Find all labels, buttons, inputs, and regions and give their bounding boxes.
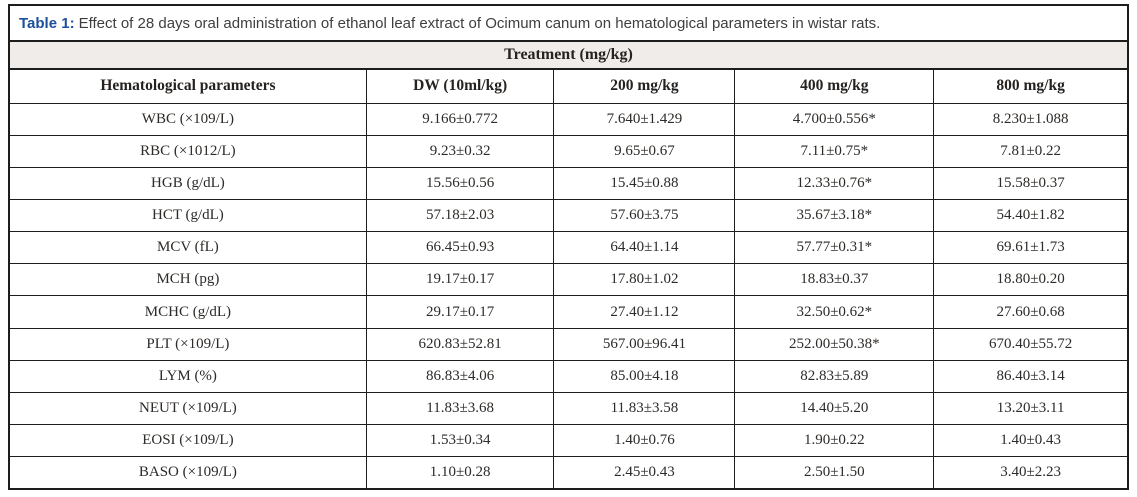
value-cell: 4.700±0.556* (734, 102, 935, 136)
value-cell: 3.40±2.23 (933, 456, 1127, 488)
data-table: Hematological parameters DW (10ml/kg) 20… (10, 70, 1127, 488)
treatment-header: Treatment (mg/kg) (10, 42, 1127, 70)
value-cell: 66.45±0.93 (365, 231, 555, 265)
value-cell: 32.50±0.62* (734, 295, 935, 329)
value-cell: 82.83±5.89 (734, 359, 935, 393)
table-row: BASO (×109/L) 1.10±0.28 2.45±0.43 2.50±1.50… (10, 456, 1127, 488)
value-cell: 8.230±1.088 (933, 102, 1127, 136)
parameter-cell: EOSI (×109/L) (10, 424, 367, 458)
table-row: WBC (×109/L) 9.166±0.772 7.640±1.429 4.700±… (10, 102, 1127, 136)
value-cell: 9.166±0.772 (365, 102, 555, 136)
value-cell: 15.56±0.56 (365, 166, 555, 200)
value-cell: 7.11±0.75* (734, 134, 935, 168)
value-cell: 57.77±0.31* (734, 231, 935, 265)
parameter-cell: LYM (%) (10, 359, 367, 393)
parameter-cell: BASO (×109/L) (10, 456, 367, 488)
table-row: HGB (g/dL) 15.56±0.56 15.45±0.88 12.33±0.76… (10, 166, 1127, 200)
column-header-row: Hematological parameters DW (10ml/kg) 20… (10, 70, 1127, 104)
parameter-cell: PLT (×109/L) (10, 327, 367, 361)
parameter-cell: MCH (pg) (10, 263, 367, 297)
value-cell: 27.40±1.12 (553, 295, 736, 329)
parameter-cell: NEUT (×109/L) (10, 391, 367, 426)
hematology-table: Table 1: Effect of 28 days oral administ… (8, 4, 1129, 490)
value-cell: 69.61±1.73 (933, 231, 1127, 265)
table-caption: Table 1: Effect of 28 days oral administ… (10, 6, 1127, 42)
table-body: WBC (×109/L) 9.166±0.772 7.640±1.429 4.700±… (10, 102, 1127, 488)
value-cell: 2.50±1.50 (734, 456, 935, 488)
table-row: LYM (%) 86.83±4.06 85.00±4.18 82.83±5.89 86.… (10, 359, 1127, 393)
column-header-800: 800 mg/kg (933, 70, 1127, 104)
value-cell: 7.81±0.22 (933, 134, 1127, 168)
value-cell: 11.83±3.68 (365, 391, 555, 426)
value-cell: 12.33±0.76* (734, 166, 935, 200)
value-cell: 1.40±0.76 (553, 424, 736, 458)
table-row: MCHC (g/dL) 29.17±0.17 27.40±1.12 32.50±0.6… (10, 295, 1127, 329)
table-row: NEUT (×109/L) 11.83±3.68 11.83±3.58 14.40±5… (10, 391, 1127, 426)
value-cell: 15.58±0.37 (933, 166, 1127, 200)
value-cell: 18.83±0.37 (734, 263, 935, 297)
value-cell: 54.40±1.82 (933, 198, 1127, 233)
parameter-cell: WBC (×109/L) (10, 102, 367, 136)
value-cell: 9.65±0.67 (553, 134, 736, 168)
value-cell: 86.83±4.06 (365, 359, 555, 393)
table-row: MCH (pg) 19.17±0.17 17.80±1.02 18.83±0.37 18… (10, 263, 1127, 297)
value-cell: 14.40±5.20 (734, 391, 935, 426)
value-cell: 15.45±0.88 (553, 166, 736, 200)
table-row: PLT (×109/L) 620.83±52.81 567.00±96.41 252.… (10, 327, 1127, 361)
table-caption-label: Table 1: (19, 14, 75, 32)
value-cell: 17.80±1.02 (553, 263, 736, 297)
value-cell: 7.640±1.429 (553, 102, 736, 136)
value-cell: 670.40±55.72 (933, 327, 1127, 361)
value-cell: 567.00±96.41 (553, 327, 736, 361)
parameter-cell: MCHC (g/dL) (10, 295, 367, 329)
column-header-parameters: Hematological parameters (10, 70, 367, 104)
value-cell: 18.80±0.20 (933, 263, 1127, 297)
value-cell: 11.83±3.58 (553, 391, 736, 426)
value-cell: 1.10±0.28 (365, 456, 555, 488)
value-cell: 85.00±4.18 (553, 359, 736, 393)
value-cell: 252.00±50.38* (734, 327, 935, 361)
table-row: MCV (fL) 66.45±0.93 64.40±1.14 57.77±0.31* 6… (10, 231, 1127, 265)
table-caption-text: Effect of 28 days oral administration of… (78, 14, 881, 32)
value-cell: 19.17±0.17 (365, 263, 555, 297)
value-cell: 35.67±3.18* (734, 198, 935, 233)
value-cell: 29.17±0.17 (365, 295, 555, 329)
value-cell: 1.90±0.22 (734, 424, 935, 458)
parameter-cell: MCV (fL) (10, 231, 367, 265)
value-cell: 1.53±0.34 (365, 424, 555, 458)
parameter-cell: HCT (g/dL) (10, 198, 367, 233)
value-cell: 2.45±0.43 (553, 456, 736, 488)
value-cell: 13.20±3.11 (933, 391, 1127, 426)
parameter-cell: RBC (×1012/L) (10, 134, 367, 168)
table-row: RBC (×1012/L) 9.23±0.32 9.65±0.67 7.11±0.75… (10, 134, 1127, 168)
table-row: EOSI (×109/L) 1.53±0.34 1.40±0.76 1.90±0.22… (10, 424, 1127, 458)
value-cell: 1.40±0.43 (933, 424, 1127, 458)
value-cell: 64.40±1.14 (553, 231, 736, 265)
value-cell: 57.18±2.03 (365, 198, 555, 233)
column-header-400: 400 mg/kg (734, 70, 935, 104)
parameter-cell: HGB (g/dL) (10, 166, 367, 200)
table-row: HCT (g/dL) 57.18±2.03 57.60±3.75 35.67±3.18… (10, 198, 1127, 233)
value-cell: 57.60±3.75 (553, 198, 736, 233)
value-cell: 620.83±52.81 (365, 327, 555, 361)
value-cell: 27.60±0.68 (933, 295, 1127, 329)
column-header-dw: DW (10ml/kg) (365, 70, 555, 104)
column-header-200: 200 mg/kg (553, 70, 736, 104)
value-cell: 86.40±3.14 (933, 359, 1127, 393)
value-cell: 9.23±0.32 (365, 134, 555, 168)
